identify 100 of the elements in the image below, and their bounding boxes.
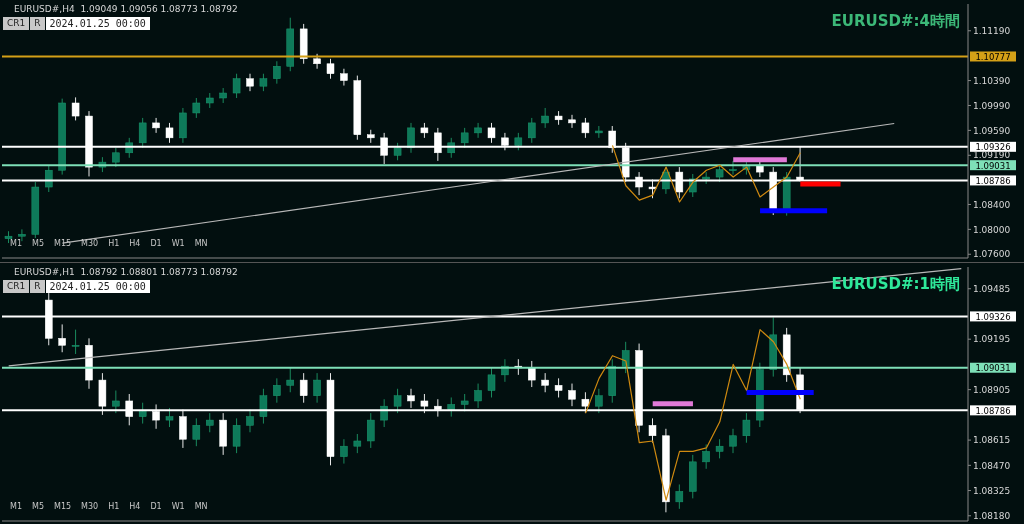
candlestick xyxy=(286,367,294,393)
ref-line-label: 1.08786 xyxy=(975,405,1011,416)
annotation: M30 xyxy=(80,501,100,512)
y-tick-label: 1.09590 xyxy=(973,125,1011,136)
candlestick xyxy=(112,147,120,168)
candlestick xyxy=(568,383,576,407)
ref-line-label: 1.10777 xyxy=(975,51,1011,62)
y-tick-label: 1.08000 xyxy=(973,224,1011,235)
annotation: H4 xyxy=(128,238,142,249)
y-tick-label: 1.10390 xyxy=(973,75,1011,86)
candlestick xyxy=(460,127,469,149)
candlestick xyxy=(58,323,66,353)
annotation: H1 xyxy=(107,501,121,512)
candlestick xyxy=(45,164,53,193)
candlestick xyxy=(152,117,160,134)
candlestick xyxy=(326,58,335,80)
annotation: R xyxy=(30,17,45,30)
annotation: M5 xyxy=(31,501,45,512)
candlestick xyxy=(273,377,281,404)
candlestick xyxy=(232,417,241,454)
candlestick xyxy=(541,372,549,393)
y-tick-label: 1.08905 xyxy=(973,384,1011,395)
y-tick-label: 1.09190 xyxy=(973,150,1011,161)
candlestick xyxy=(232,73,241,99)
candlestick xyxy=(528,360,536,388)
candlestick xyxy=(313,372,321,404)
candlestick xyxy=(554,377,563,398)
candlestick xyxy=(112,390,120,414)
candlestick xyxy=(541,107,549,129)
candlestick xyxy=(340,438,348,465)
candlestick xyxy=(675,483,684,510)
annotation: MN xyxy=(193,238,209,249)
candlestick xyxy=(487,122,496,144)
annotation: H1 xyxy=(107,238,121,249)
candlestick xyxy=(138,402,147,425)
y-tick-label: 1.08615 xyxy=(973,435,1011,446)
candlestick xyxy=(528,117,536,144)
annotation: EURUSD#,H1 1.08792 1.08801 1.08773 1.08792 xyxy=(14,267,238,277)
text: EURUSD#:1時間 xyxy=(831,275,960,294)
annotation: H4 xyxy=(128,501,142,512)
annotation: M30 xyxy=(80,238,100,249)
candlestick xyxy=(742,412,751,444)
candlestick xyxy=(165,122,174,144)
y-tick-label: 1.08400 xyxy=(973,199,1011,210)
candlestick xyxy=(595,388,603,414)
candlestick xyxy=(715,438,724,459)
candlestick xyxy=(407,122,415,154)
candlestick xyxy=(393,388,402,414)
candlestick xyxy=(474,122,482,139)
y-tick-label: 1.09990 xyxy=(973,100,1011,111)
y-tick-label: 1.07600 xyxy=(973,249,1011,260)
candlestick xyxy=(729,428,737,454)
candlestick xyxy=(313,53,321,70)
candlestick xyxy=(206,412,214,433)
y-tick-label: 1.08470 xyxy=(973,460,1011,471)
annotation: 2024.01.25 00:00 xyxy=(45,17,150,30)
candlestick xyxy=(246,409,254,433)
annotation: 2024.01.25 00:00 xyxy=(45,280,150,293)
candlestick xyxy=(702,443,710,470)
annotation: W1 xyxy=(170,501,186,512)
y-tick-label: 1.08325 xyxy=(973,485,1011,496)
annotation: M5 xyxy=(31,238,45,249)
candlestick xyxy=(192,97,201,119)
candlestick xyxy=(246,73,254,92)
annotation: R xyxy=(30,280,45,293)
annotation: CR1 xyxy=(3,17,30,30)
annotation: MN xyxy=(193,501,209,512)
candlestick xyxy=(621,341,630,374)
text: EURUSD#:4時間 xyxy=(831,12,960,31)
annotation: M1 xyxy=(9,501,23,512)
y-tick-label: 1.09195 xyxy=(973,334,1011,345)
annotation: M15 xyxy=(53,238,73,249)
annotation: W1 xyxy=(170,238,186,249)
annotation: M1 xyxy=(9,238,23,249)
candlestick xyxy=(568,114,576,129)
ref-line-label: 1.09031 xyxy=(975,160,1011,171)
candlestick xyxy=(367,412,375,449)
candlestick xyxy=(138,117,147,149)
annotation: CR1 xyxy=(3,280,30,293)
ref-line-label: 1.09326 xyxy=(975,311,1011,322)
annotation: M15 xyxy=(53,501,73,512)
candlestick xyxy=(353,433,362,454)
candlestick xyxy=(299,372,308,404)
candlestick xyxy=(165,407,174,428)
candlestick xyxy=(474,383,482,409)
annotation: EURUSD#,H4 1.09049 1.09056 1.08773 1.08792 xyxy=(14,4,238,14)
ref-line-label: 1.09031 xyxy=(975,363,1011,374)
candlestick xyxy=(487,367,496,398)
candlestick xyxy=(71,96,80,121)
candlestick xyxy=(340,68,348,87)
y-tick-label: 1.11190 xyxy=(973,25,1011,36)
candlestick xyxy=(581,117,590,139)
annotation: D1 xyxy=(149,238,163,249)
ref-line-label: 1.08786 xyxy=(975,175,1011,186)
candlestick xyxy=(729,160,737,176)
annotation: D1 xyxy=(149,501,163,512)
candlestick xyxy=(259,388,268,425)
y-tick-label: 1.08180 xyxy=(973,510,1011,521)
ref-line-label: 1.09326 xyxy=(975,142,1011,153)
candlestick xyxy=(273,60,281,85)
